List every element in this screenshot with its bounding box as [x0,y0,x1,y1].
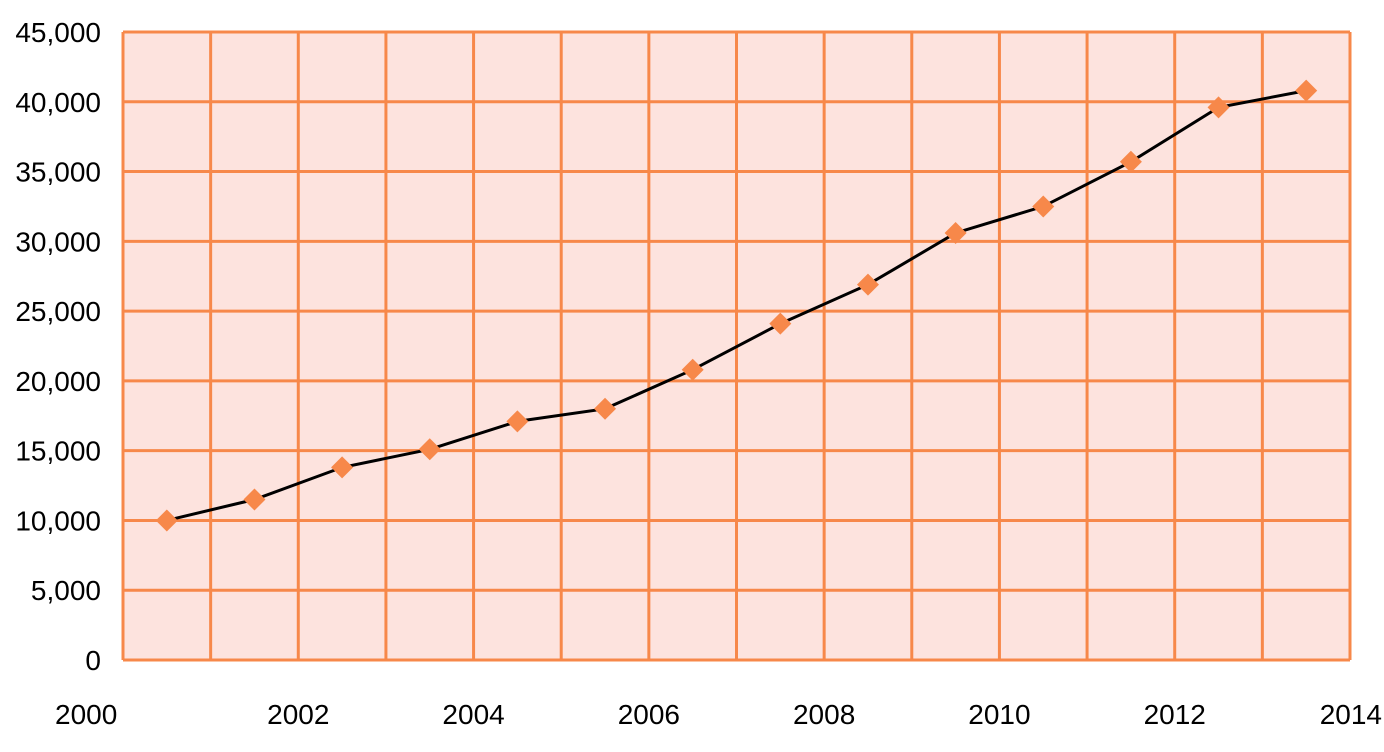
y-tick-label: 30,000 [15,226,101,257]
data-point-marker [155,509,178,532]
x-tick-label: 2014 [1320,699,1382,730]
data-point-marker [769,312,792,335]
x-tick-label: 2008 [793,699,855,730]
y-tick-label: 0 [85,645,101,676]
data-point-marker [418,438,441,461]
data-point-marker [944,221,967,244]
series-line [166,89,1307,522]
grid [121,30,1352,662]
data-point-marker [1207,96,1230,119]
y-tick-label: 5,000 [31,575,101,606]
y-tick-label: 25,000 [15,296,101,327]
y-axis: 0 5,000 10,000 15,000 20,000 25,000 30,000 35,0… [15,17,101,676]
y-tick-label: 45,000 [15,17,101,48]
y-tick-label: 40,000 [15,87,101,118]
data-point-marker [243,488,266,511]
data-point-marker [1119,150,1142,173]
data-point-marker [506,410,529,433]
data-point-marker [331,456,354,479]
y-tick-label: 15,000 [15,436,101,467]
y-tick-label: 20,000 [15,366,101,397]
data-point-marker [856,273,879,296]
y-tick-label: 35,000 [15,157,101,188]
y-tick-label: 10,000 [15,505,101,536]
data-point-marker [681,358,704,381]
x-tick-label: 2000 [55,699,117,730]
x-tick-label: 2002 [267,699,329,730]
data-point-marker [1295,79,1318,102]
x-axis: 2000 2002 2004 2006 2008 2010 2012 2014 [55,699,1382,730]
x-tick-label: 2012 [1144,699,1206,730]
x-tick-label: 2004 [442,699,504,730]
data-point-marker [1032,195,1055,218]
x-tick-label: 2006 [618,699,680,730]
x-tick-label: 2010 [968,699,1030,730]
data-point-marker [594,397,617,420]
series-markers [155,79,1318,532]
